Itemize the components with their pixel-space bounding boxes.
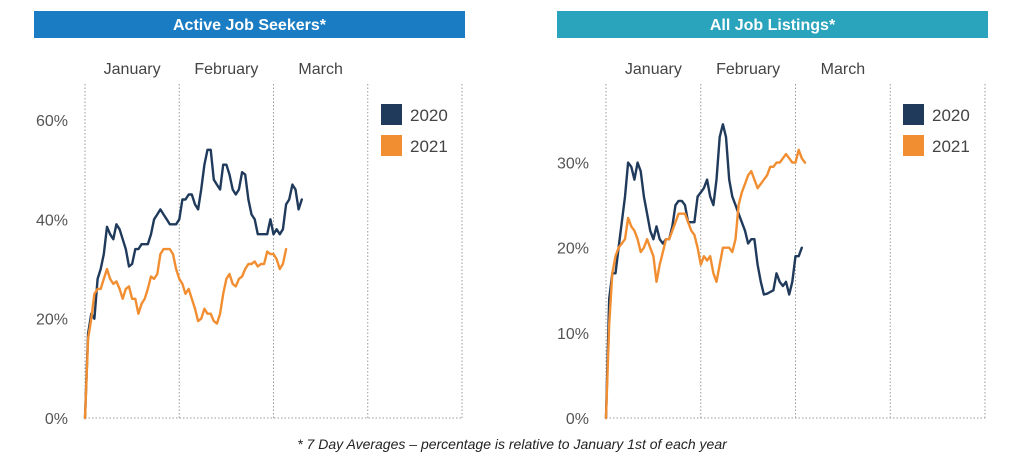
chart1-month-label: January xyxy=(104,61,161,78)
chart2-y-tick-label: 10% xyxy=(557,326,589,343)
chart2-legend-label-2021: 2021 xyxy=(932,137,970,156)
chart1-y-tick-label: 40% xyxy=(36,212,68,229)
chart1-y-tick-label: 60% xyxy=(36,113,68,130)
chart1-title: Active Job Seekers* xyxy=(173,17,327,34)
chart2-series-2020-line xyxy=(604,123,803,420)
chart2-legend-swatch-2021 xyxy=(903,135,924,156)
chart2-y-tick-label: 0% xyxy=(566,411,589,428)
chart2-month-label: January xyxy=(625,61,682,78)
chart1-y-tick-label: 0% xyxy=(45,411,68,428)
chart1-series-2021-line xyxy=(83,247,288,420)
chart2-title: All Job Listings* xyxy=(710,17,836,34)
chart1-title-bar xyxy=(34,11,465,38)
chart1-month-label: February xyxy=(194,61,258,78)
chart2-title-bar xyxy=(557,11,988,38)
chart2-month-label: March xyxy=(821,61,865,78)
chart1-month-label: March xyxy=(298,61,342,78)
footnote: * 7 Day Averages – percentage is relativ… xyxy=(297,436,727,452)
chart2-y-tick-label: 30% xyxy=(557,156,589,173)
chart2-series-2021-line xyxy=(604,148,807,420)
chart1-y-tick-label: 20% xyxy=(36,312,68,329)
chart1-series-2020-line xyxy=(83,148,303,420)
chart1-legend-label-2021: 2021 xyxy=(410,137,448,156)
chart1-legend-label-2020: 2020 xyxy=(410,106,448,125)
chart2-month-label: February xyxy=(716,61,780,78)
chart1-legend-swatch-2021 xyxy=(381,135,402,156)
chart2-legend-label-2020: 2020 xyxy=(932,106,970,125)
chart1-legend-swatch-2020 xyxy=(381,104,402,125)
chart2-y-tick-label: 20% xyxy=(557,241,589,258)
chart2-legend-swatch-2020 xyxy=(903,104,924,125)
